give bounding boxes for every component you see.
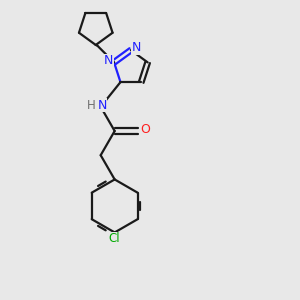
- Text: Cl: Cl: [109, 232, 121, 245]
- Text: N: N: [104, 54, 113, 68]
- Text: O: O: [140, 123, 150, 136]
- Text: H: H: [87, 99, 96, 112]
- Text: N: N: [98, 99, 107, 112]
- Text: N: N: [131, 41, 141, 54]
